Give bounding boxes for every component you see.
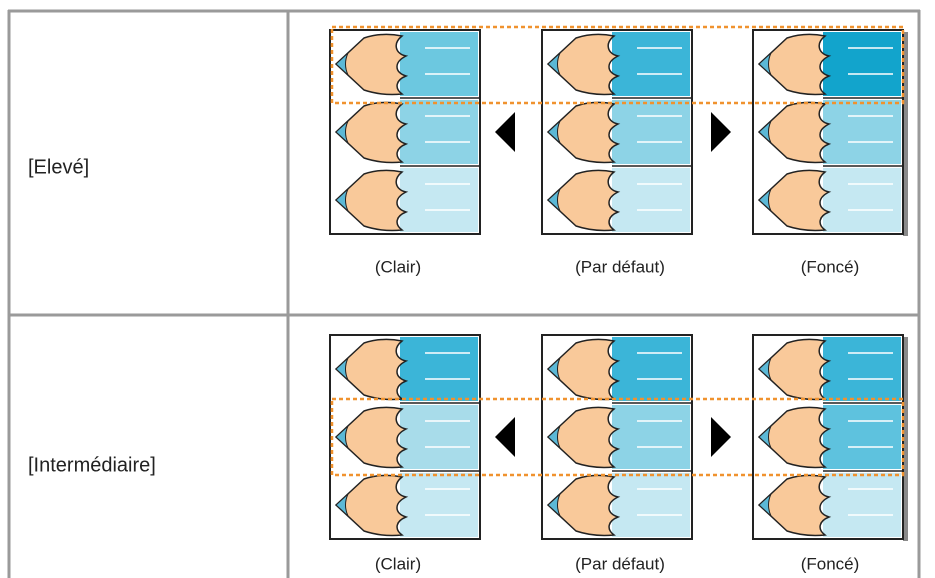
panel-frame — [541, 29, 693, 235]
pencil-body — [334, 33, 409, 96]
pencil-tip — [335, 493, 349, 517]
panel-caption: (Foncé) — [801, 554, 860, 573]
panel-caption: (Par défaut) — [575, 554, 665, 573]
pencil-band — [612, 405, 690, 469]
pencil-body — [546, 33, 621, 96]
panel-caption: (Foncé) — [801, 257, 860, 276]
pencil-band — [823, 168, 901, 232]
pencil-band — [400, 32, 478, 96]
pencil-tip — [758, 493, 772, 517]
pencil-tip — [547, 188, 561, 212]
pencil-band — [823, 473, 901, 537]
row-label: [Elevé] — [28, 156, 89, 178]
pencil-tip — [758, 357, 772, 381]
pencil-tip — [335, 52, 349, 76]
pencil-body — [757, 169, 832, 232]
highlight-box — [330, 397, 905, 477]
pencil-band — [612, 100, 690, 164]
panel-caption: (Par défaut) — [575, 257, 665, 276]
pencil-band — [823, 337, 901, 401]
panel-frame — [329, 334, 481, 540]
pencil-tip — [547, 425, 561, 449]
pencil-tip — [335, 357, 349, 381]
pencil-tip — [758, 52, 772, 76]
pencil-body — [334, 169, 409, 232]
pencil-band — [612, 32, 690, 96]
arrow-right — [711, 112, 731, 152]
pencil-body — [334, 474, 409, 537]
pencil-band — [400, 100, 478, 164]
pencil-body — [546, 406, 621, 469]
pencil-band — [823, 405, 901, 469]
row-label: [Intermédiaire] — [28, 454, 156, 476]
pencil-band — [400, 337, 478, 401]
panel-shadow — [903, 337, 908, 541]
panel-shadow — [903, 32, 908, 236]
pencil-band — [400, 473, 478, 537]
panel-frame — [752, 29, 904, 235]
pencil-band — [823, 100, 901, 164]
panel-frame — [541, 334, 693, 540]
pencil-band — [612, 473, 690, 537]
pencil-tip — [335, 425, 349, 449]
arrow-left — [495, 417, 515, 457]
pencil-body — [334, 101, 409, 164]
arrow-right — [711, 417, 731, 457]
pencil-band — [612, 168, 690, 232]
pencil-tip — [547, 120, 561, 144]
pencil-tip — [547, 357, 561, 381]
pencil-band — [400, 405, 478, 469]
pencil-tip — [758, 188, 772, 212]
pencil-body — [334, 406, 409, 469]
panel-caption: (Clair) — [375, 554, 421, 573]
pencil-body — [546, 169, 621, 232]
table-borders — [7, 9, 921, 578]
pencil-band — [823, 32, 901, 96]
pencil-body — [757, 33, 832, 96]
highlight-box — [330, 25, 905, 105]
pencil-tip — [758, 425, 772, 449]
pencil-body — [546, 474, 621, 537]
pencil-tip — [547, 493, 561, 517]
pencil-band — [400, 168, 478, 232]
pencil-body — [757, 406, 832, 469]
pencil-band — [612, 337, 690, 401]
panel-caption: (Clair) — [375, 257, 421, 276]
pencil-tip — [758, 120, 772, 144]
arrow-left — [495, 112, 515, 152]
pencil-tip — [335, 120, 349, 144]
pencil-tip — [335, 188, 349, 212]
pencil-tip — [547, 52, 561, 76]
pencil-body — [546, 101, 621, 164]
panel-frame — [329, 29, 481, 235]
